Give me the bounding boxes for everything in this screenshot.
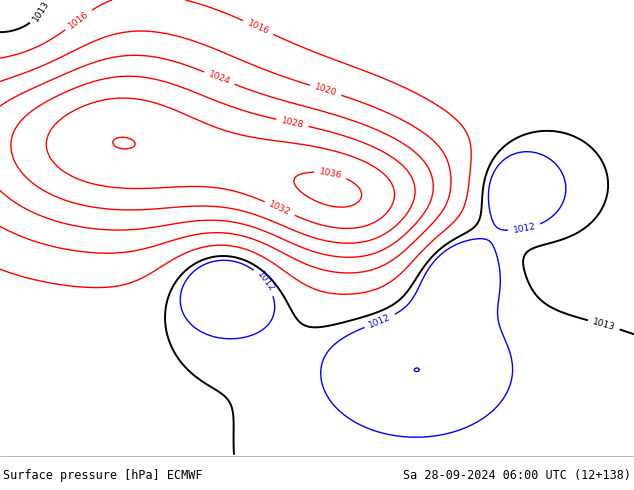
Text: 1013: 1013 — [31, 0, 51, 23]
Text: 1012: 1012 — [255, 270, 276, 294]
Text: 1016: 1016 — [67, 9, 91, 30]
Text: 1024: 1024 — [207, 70, 231, 87]
Text: 1020: 1020 — [313, 82, 338, 98]
Text: 1036: 1036 — [318, 167, 342, 180]
Text: 1032: 1032 — [268, 200, 292, 218]
Text: 1012: 1012 — [368, 313, 392, 330]
Text: 1028: 1028 — [280, 116, 304, 130]
Text: 1012: 1012 — [512, 222, 536, 235]
Text: 1013: 1013 — [592, 317, 616, 332]
Text: Sa 28-09-2024 06:00 UTC (12+138): Sa 28-09-2024 06:00 UTC (12+138) — [403, 468, 631, 482]
Text: Surface pressure [hPa] ECMWF: Surface pressure [hPa] ECMWF — [3, 468, 203, 482]
Text: 1016: 1016 — [246, 19, 271, 36]
